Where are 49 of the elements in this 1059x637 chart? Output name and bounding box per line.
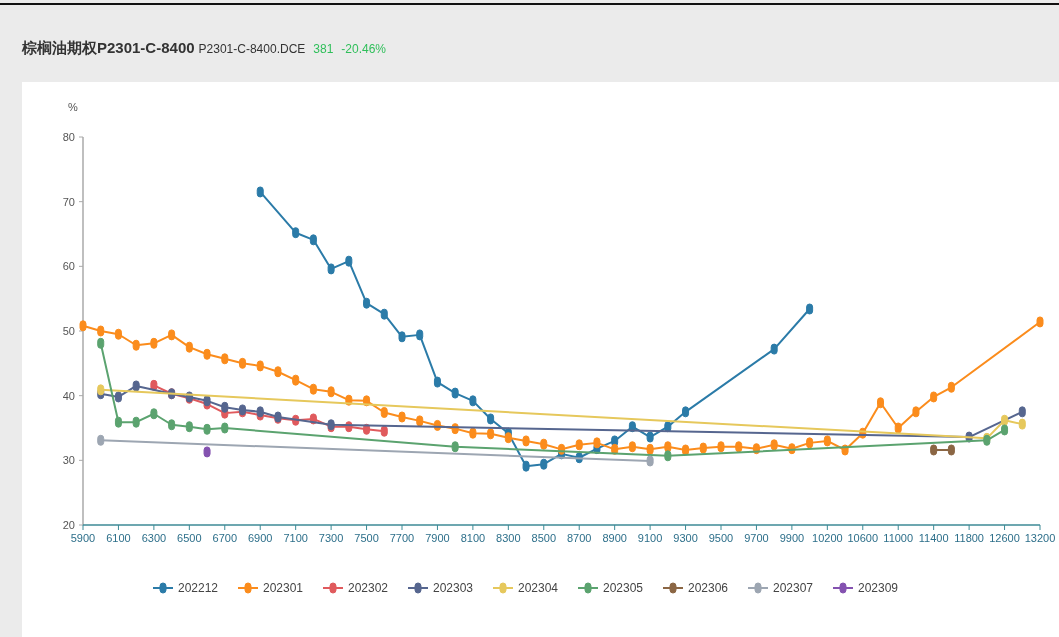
x-tick-label: 5900: [70, 532, 96, 544]
chart-title: 棕榈油期权P2301-C-8400: [22, 39, 195, 56]
y-tick-label: 80: [62, 130, 75, 143]
y-tick-label: 50: [62, 324, 75, 337]
x-tick-label: 9500: [708, 532, 734, 544]
x-tick-label: 9300: [673, 532, 698, 544]
x-tick-label: 7100: [283, 532, 308, 544]
x-tick-label: 11400: [918, 532, 949, 544]
x-tick-label: 9100: [637, 532, 663, 544]
x-tick-label: 7500: [354, 532, 379, 544]
legend-label: 202304: [518, 581, 559, 596]
x-tick-label: 6100: [106, 532, 131, 544]
legend-label: 202309: [858, 581, 899, 596]
x-tick-label: 7700: [389, 532, 415, 544]
x-tick-label: 10600: [847, 532, 879, 544]
y-tick-label: 20: [62, 518, 75, 531]
y-tick-label: 40: [62, 389, 75, 402]
y-tick-label: 70: [62, 195, 75, 208]
x-tick-label: 7300: [318, 532, 344, 544]
legend-label: 202305: [603, 581, 644, 596]
legend-label: 202212: [178, 581, 219, 596]
x-tick-label: 8300: [496, 532, 521, 544]
x-tick-label: 11000: [883, 532, 914, 544]
x-tick-label: 10200: [812, 532, 843, 544]
legend-label: 202302: [348, 581, 389, 596]
x-tick-label: 13200: [1024, 532, 1056, 544]
x-tick-label: 6500: [177, 532, 202, 544]
x-tick-label: 8900: [602, 532, 627, 544]
x-tick-label: 8100: [460, 532, 486, 544]
legend-label: 202301: [263, 581, 304, 596]
y-axis-title: %: [68, 101, 79, 113]
y-tick-label: 30: [62, 454, 75, 467]
text: 381: [313, 42, 334, 56]
x-tick-label: 6900: [247, 532, 273, 544]
x-tick-label: 8700: [566, 532, 592, 544]
x-tick-label: 11800: [954, 532, 984, 544]
x-tick-label: 8500: [531, 532, 557, 544]
chart-subtitle: P2301-C-8400.DCE: [198, 42, 306, 56]
x-tick-label: 9700: [744, 532, 769, 544]
x-tick-label: 12600: [989, 532, 1020, 544]
x-tick-label: 6700: [212, 532, 238, 544]
x-tick-label: 7900: [425, 532, 450, 544]
y-tick-label: 60: [62, 260, 75, 273]
x-tick-label: 6300: [141, 532, 167, 544]
legend-label: 202307: [773, 581, 814, 596]
text: -20.46%: [341, 42, 387, 56]
legend-label: 202306: [688, 581, 729, 596]
x-tick-label: 9900: [779, 532, 805, 544]
legend-label: 202303: [433, 581, 474, 596]
